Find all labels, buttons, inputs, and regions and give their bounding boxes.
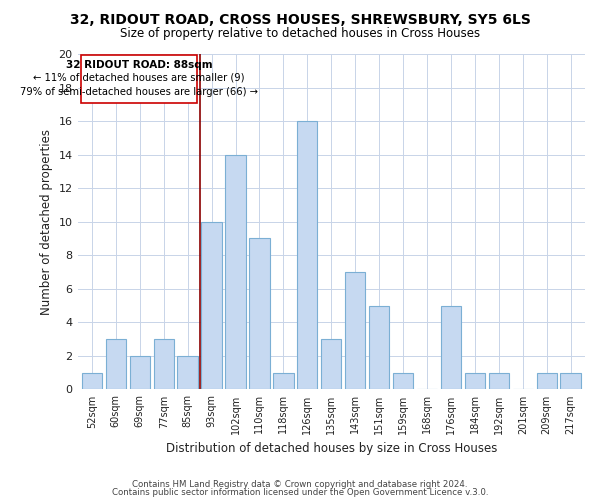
Bar	[488, 372, 509, 390]
Text: 32 RIDOUT ROAD: 88sqm: 32 RIDOUT ROAD: 88sqm	[66, 60, 212, 70]
Bar	[345, 272, 365, 390]
Bar	[441, 306, 461, 390]
Text: ← 11% of detached houses are smaller (9): ← 11% of detached houses are smaller (9)	[34, 72, 245, 83]
Text: Size of property relative to detached houses in Cross Houses: Size of property relative to detached ho…	[120, 28, 480, 40]
Bar	[154, 339, 174, 390]
Text: Contains public sector information licensed under the Open Government Licence v.: Contains public sector information licen…	[112, 488, 488, 497]
Bar	[106, 339, 126, 390]
Bar	[321, 339, 341, 390]
Y-axis label: Number of detached properties: Number of detached properties	[40, 128, 53, 314]
Bar	[273, 372, 293, 390]
FancyBboxPatch shape	[81, 55, 197, 102]
Text: 32, RIDOUT ROAD, CROSS HOUSES, SHREWSBURY, SY5 6LS: 32, RIDOUT ROAD, CROSS HOUSES, SHREWSBUR…	[70, 12, 530, 26]
Bar	[536, 372, 557, 390]
Bar	[393, 372, 413, 390]
Bar	[202, 222, 222, 390]
Bar	[130, 356, 150, 390]
Bar	[465, 372, 485, 390]
Bar	[82, 372, 102, 390]
Bar	[297, 121, 317, 390]
Text: Contains HM Land Registry data © Crown copyright and database right 2024.: Contains HM Land Registry data © Crown c…	[132, 480, 468, 489]
Bar	[226, 154, 245, 390]
Bar	[560, 372, 581, 390]
Bar	[249, 238, 269, 390]
X-axis label: Distribution of detached houses by size in Cross Houses: Distribution of detached houses by size …	[166, 442, 497, 455]
Bar	[178, 356, 198, 390]
Bar	[369, 306, 389, 390]
Text: 79% of semi-detached houses are larger (66) →: 79% of semi-detached houses are larger (…	[20, 86, 258, 97]
